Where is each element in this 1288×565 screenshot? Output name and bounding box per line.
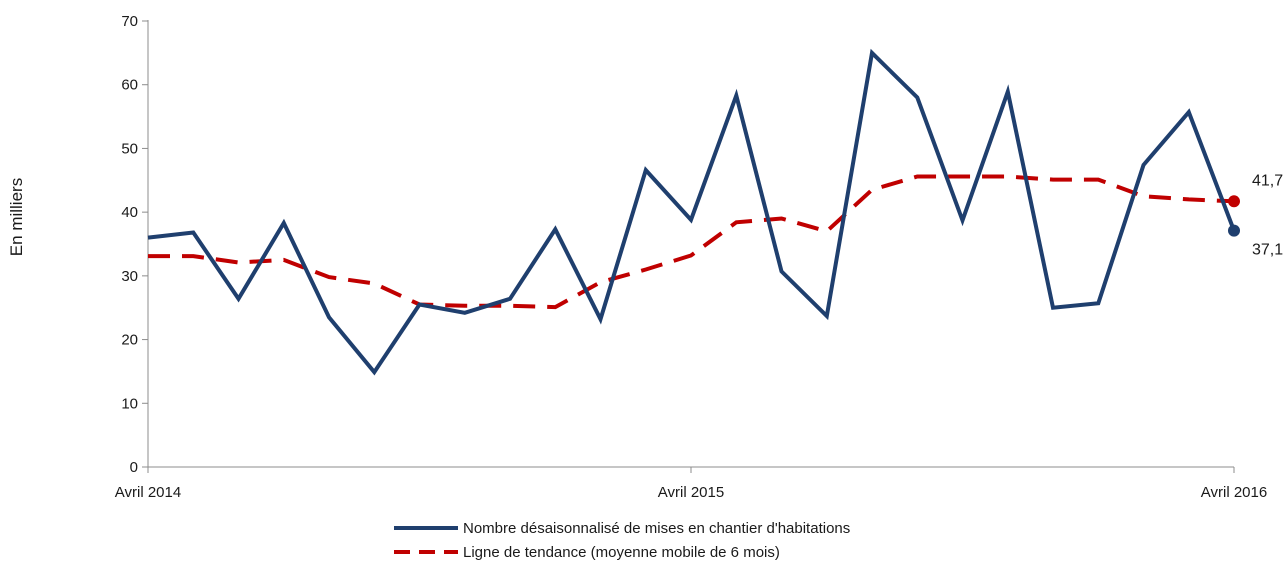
trend-end-value-label: 41,7 <box>1252 172 1283 189</box>
y-tick-label: 10 <box>121 395 138 412</box>
x-axis-ticks: Avril 2014 Avril 2015 Avril 2016 <box>115 467 1267 501</box>
starts-end-marker <box>1228 224 1240 237</box>
starts-line <box>147 48 1236 376</box>
series-layer <box>147 48 1236 376</box>
y-tick-label: 40 <box>121 204 138 221</box>
legend-trend-label: Ligne de tendance (moyenne mobile de 6 m… <box>463 544 780 561</box>
end-value-labels: 41,7 37,1 <box>1228 172 1283 259</box>
legend-starts-label: Nombre désaisonnalisé de mises en chanti… <box>463 520 850 537</box>
starts-end-value-label: 37,1 <box>1252 242 1283 259</box>
trend-line <box>148 174 1235 310</box>
x-tick-label: Avril 2016 <box>1201 484 1267 501</box>
y-axis-title: En milliers <box>7 178 26 256</box>
y-axis-title-group: En milliers <box>7 178 26 256</box>
y-tick-label: 50 <box>121 140 138 157</box>
x-tick-label: Avril 2014 <box>115 484 181 501</box>
legend: Nombre désaisonnalisé de mises en chanti… <box>394 520 850 561</box>
y-tick-label: 0 <box>130 459 138 476</box>
y-tick-label: 70 <box>121 13 138 30</box>
y-tick-label: 30 <box>121 268 138 285</box>
x-tick-label: Avril 2015 <box>658 484 724 501</box>
y-axis-ticks: 0 10 20 30 40 50 60 70 <box>121 13 148 476</box>
axes <box>147 20 1234 468</box>
trend-end-marker <box>1228 195 1240 208</box>
y-tick-label: 60 <box>121 77 138 94</box>
y-tick-label: 20 <box>121 332 138 349</box>
